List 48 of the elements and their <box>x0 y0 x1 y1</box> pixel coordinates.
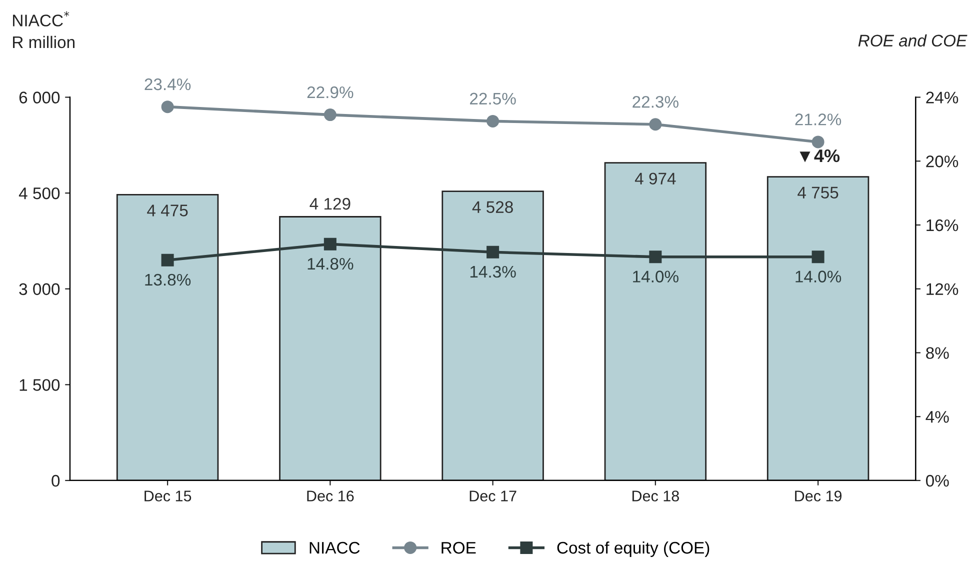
point <box>812 250 824 264</box>
data-label: 4 528 <box>472 201 513 213</box>
legend-label: NIACC <box>310 542 360 554</box>
data-label: 21.2% <box>795 114 842 126</box>
legend-label: ROE <box>442 542 476 554</box>
data-label: 23.4% <box>144 78 191 90</box>
data-label: 4 755 <box>798 186 838 198</box>
data-label: 4 974 <box>634 172 676 184</box>
x-tick-label: Dec 16 <box>307 490 354 502</box>
data-label: 13.8% <box>145 274 191 286</box>
y2-tick-label: 16% <box>926 219 958 232</box>
y2-tick-label: 0% <box>926 474 949 487</box>
y-tick-label: 6 000 <box>19 92 60 104</box>
legend-label: Cost of equity (COE) <box>557 541 710 557</box>
y-tick-label: 4 500 <box>18 187 60 200</box>
x-tick-label: Dec 19 <box>795 490 842 502</box>
point <box>324 238 336 250</box>
point <box>486 246 500 258</box>
point <box>161 254 174 266</box>
point <box>812 136 824 148</box>
data-label: 22.5% <box>470 92 516 105</box>
x-tick-label: Dec 17 <box>470 490 516 502</box>
point <box>649 118 662 131</box>
y2-tick-label: 12% <box>926 283 958 295</box>
data-label: 14.0% <box>633 270 678 282</box>
y-tick-label: 1 500 <box>20 379 60 391</box>
y2-tick-label: 24% <box>926 92 958 104</box>
data-label: 14.3% <box>470 266 516 278</box>
text: NIACC$^{*}$ R million <box>13 11 74 48</box>
y2-tick-label: 8% <box>926 347 949 359</box>
point <box>161 100 174 114</box>
y2-tick-label: 20% <box>926 156 958 168</box>
x-tick-label: Dec 18 <box>632 490 679 502</box>
x-tick-label: Dec 15 <box>144 490 192 502</box>
point <box>649 250 662 264</box>
annotation: ▼4% <box>800 149 840 162</box>
y-tick-label: 3 000 <box>19 283 60 296</box>
data-label: 14.8% <box>308 258 354 270</box>
point <box>486 114 500 128</box>
data-label: 4 129 <box>310 198 350 210</box>
y2-axis-title: ROE and COE <box>858 34 968 47</box>
data-label: 4 475 <box>147 204 188 216</box>
y2-tick-label: 4% <box>926 411 949 423</box>
point <box>324 108 336 122</box>
y-tick-label: 0 <box>52 474 60 487</box>
data-label: 22.3% <box>632 96 678 108</box>
data-label: 14.0% <box>796 270 842 282</box>
data-label: 22.9% <box>307 86 354 98</box>
